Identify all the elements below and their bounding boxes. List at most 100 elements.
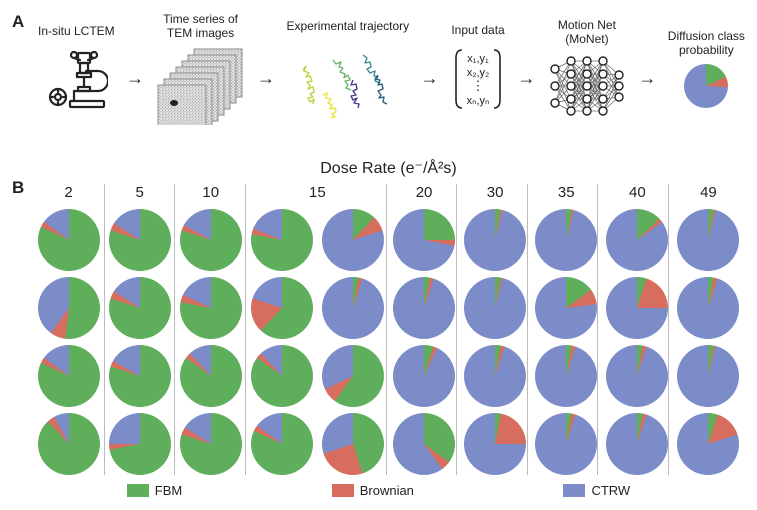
diffusion-pie <box>677 277 739 339</box>
pie-cell <box>320 413 385 475</box>
diffusion-pie <box>109 413 171 475</box>
step-trajectory: Experimental trajectory <box>286 19 409 117</box>
legend-fbm: FBM <box>127 483 182 498</box>
microscope-icon <box>44 45 108 113</box>
dose-column-header: 40 <box>605 184 670 203</box>
diffusion-pie <box>535 413 597 475</box>
pie-cell <box>178 345 243 407</box>
legend-ctrw: CTRW <box>563 483 630 498</box>
column-divider <box>104 184 105 475</box>
pie-cell <box>605 413 670 475</box>
legend-brownian: Brownian <box>332 483 414 498</box>
pie-cell <box>534 209 599 271</box>
arrow-icon: → <box>126 68 144 89</box>
step-output-pie: Diffusion class probability <box>668 29 745 108</box>
diffusion-pie <box>180 345 242 407</box>
legend-swatch-brownian <box>332 484 354 497</box>
pie-cell <box>391 277 456 339</box>
diffusion-pie <box>38 413 100 475</box>
pie-cell <box>463 413 528 475</box>
diffusion-pie <box>535 277 597 339</box>
example-pie-icon <box>684 64 728 108</box>
column-divider <box>456 184 457 475</box>
workflow-row: In-situ LCTEM <box>12 12 745 125</box>
pie-cell <box>249 277 314 339</box>
column-divider <box>668 184 669 475</box>
dose-column-header: 30 <box>463 184 528 203</box>
step-lctem: In-situ LCTEM <box>38 24 115 112</box>
dose-column-header: 15 <box>249 184 385 203</box>
diffusion-pie <box>606 345 668 407</box>
diffusion-pie <box>38 209 100 271</box>
diffusion-pie <box>38 277 100 339</box>
pie-cell <box>107 277 172 339</box>
pie-cell <box>249 345 314 407</box>
legend-swatch-ctrw <box>563 484 585 497</box>
step-label: In-situ LCTEM <box>38 24 115 38</box>
diffusion-pie <box>322 209 384 271</box>
pie-cell <box>36 345 101 407</box>
diffusion-pie <box>251 209 313 271</box>
svg-text:⋮: ⋮ <box>472 78 485 93</box>
diffusion-pie <box>535 209 597 271</box>
pie-cell <box>249 209 314 271</box>
pie-cell <box>463 345 528 407</box>
trajectory-icon <box>293 40 403 118</box>
legend-swatch-fbm <box>127 484 149 497</box>
diffusion-pie <box>606 277 668 339</box>
step-label: Diffusion class probability <box>668 29 745 58</box>
diffusion-pie <box>464 413 526 475</box>
diffusion-pie <box>464 277 526 339</box>
panel-b: B Dose Rate (e⁻/Å²s) 2510152030354049 FB… <box>12 158 745 498</box>
dose-column-header: 49 <box>676 184 741 203</box>
diffusion-pie <box>180 277 242 339</box>
panel-a: A In-situ LCTEM <box>12 12 745 152</box>
arrow-icon: → <box>638 68 656 89</box>
pie-cell <box>463 209 528 271</box>
diffusion-pie <box>109 209 171 271</box>
column-divider <box>386 184 387 475</box>
legend-row: FBM Brownian CTRW <box>52 483 705 498</box>
pie-cell <box>249 413 314 475</box>
diffusion-pie <box>322 413 384 475</box>
diffusion-pie <box>677 345 739 407</box>
pie-cell <box>676 345 741 407</box>
input-vector-icon: x₁,y₁ x₂,y₂ ⋮ xₙ,yₙ <box>450 44 506 114</box>
pie-cell <box>534 345 599 407</box>
pie-cell <box>534 277 599 339</box>
pie-cell <box>178 413 243 475</box>
legend-label: Brownian <box>360 483 414 498</box>
pie-cell <box>676 413 741 475</box>
pie-cell <box>391 413 456 475</box>
step-tem-series: Time series of TEM images <box>156 12 246 125</box>
pie-cell <box>391 209 456 271</box>
diffusion-pie <box>677 413 739 475</box>
column-divider <box>245 184 246 475</box>
diffusion-pie <box>38 345 100 407</box>
diffusion-pie <box>535 345 597 407</box>
pie-cell <box>605 277 670 339</box>
step-monet: Motion Net (MoNet) <box>547 18 627 119</box>
step-label: Input data <box>451 23 504 37</box>
diffusion-pie <box>606 209 668 271</box>
pie-cell <box>107 345 172 407</box>
diffusion-pie <box>606 413 668 475</box>
dose-column-header: 5 <box>107 184 172 203</box>
dose-column-header: 10 <box>178 184 243 203</box>
diffusion-pie <box>464 209 526 271</box>
diffusion-pie <box>322 277 384 339</box>
pie-cell <box>605 209 670 271</box>
diffusion-pie <box>109 345 171 407</box>
pie-cell <box>391 345 456 407</box>
pie-cell <box>676 277 741 339</box>
diffusion-pie <box>251 345 313 407</box>
arrow-icon: → <box>517 68 535 89</box>
dose-rate-title: Dose Rate (e⁻/Å²s) <box>32 158 745 178</box>
pie-grid-wrapper: 2510152030354049 <box>12 184 745 475</box>
diffusion-pie <box>322 345 384 407</box>
legend-label: CTRW <box>591 483 630 498</box>
pie-cell <box>320 345 385 407</box>
panel-a-label: A <box>12 12 24 32</box>
diffusion-pie <box>393 209 455 271</box>
pie-cell <box>463 277 528 339</box>
